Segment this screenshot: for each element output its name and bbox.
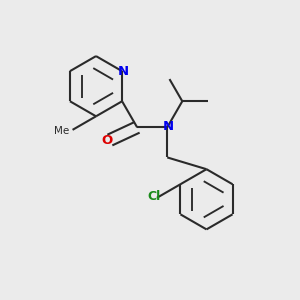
Text: Me: Me	[54, 127, 69, 136]
Text: Cl: Cl	[147, 190, 160, 203]
Text: N: N	[163, 120, 174, 133]
Text: N: N	[118, 65, 129, 78]
Text: O: O	[101, 134, 112, 146]
